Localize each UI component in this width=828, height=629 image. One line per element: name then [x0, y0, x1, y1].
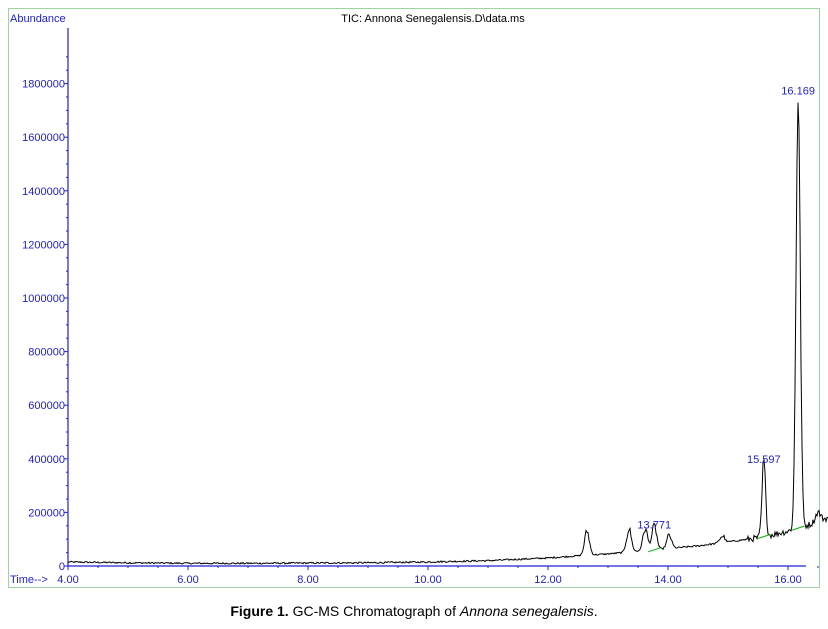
- peak-baseline-mark: [757, 534, 770, 540]
- y-tick-label: 0: [59, 561, 65, 573]
- y-axis-label: Abundance: [10, 13, 66, 25]
- chart-frame: [8, 8, 820, 588]
- peak-baseline-mark: [791, 525, 805, 531]
- x-tick-label: 14.00: [654, 574, 682, 586]
- y-tick-label: 1000000: [22, 293, 65, 305]
- caption-text: GC-MS Chromatograph of: [288, 603, 460, 619]
- x-tick-label: 12.00: [534, 574, 562, 586]
- chart-title: TIC: Annona Senegalensis.D\data.ms: [341, 13, 525, 25]
- x-axis-label: Time-->: [10, 574, 48, 586]
- y-tick-label: 400000: [28, 454, 65, 466]
- y-tick-label: 1600000: [22, 132, 65, 144]
- figure-caption: Figure 1. GC-MS Chromatograph of Annona …: [0, 603, 828, 619]
- x-tick-label: 4.00: [57, 574, 78, 586]
- y-tick-label: 1800000: [22, 79, 65, 91]
- caption-end: .: [593, 603, 598, 619]
- y-tick-label: 800000: [28, 347, 65, 359]
- tic-trace: [67, 102, 828, 565]
- y-tick-label: 600000: [28, 400, 65, 412]
- x-tick-label: 10.00: [414, 574, 442, 586]
- peak-label: 15.597: [747, 454, 781, 466]
- y-tick-label: 200000: [28, 507, 65, 519]
- y-tick-label: 1200000: [22, 239, 65, 251]
- peak-label: 16.169: [781, 85, 815, 97]
- chromatogram-chart: TIC: Annona Senegalensis.D\data.ms Abunda…: [10, 13, 828, 586]
- y-tick-label: 1400000: [22, 186, 65, 198]
- figure-label: Figure 1.: [230, 603, 289, 619]
- peak-baseline-mark: [648, 547, 661, 553]
- peak-label: 13.771: [637, 519, 671, 531]
- x-tick-label: 8.00: [297, 574, 318, 586]
- x-tick-label: 16.00: [774, 574, 802, 586]
- x-tick-label: 6.00: [177, 574, 198, 586]
- species-name: Annona senegalensis: [459, 603, 594, 619]
